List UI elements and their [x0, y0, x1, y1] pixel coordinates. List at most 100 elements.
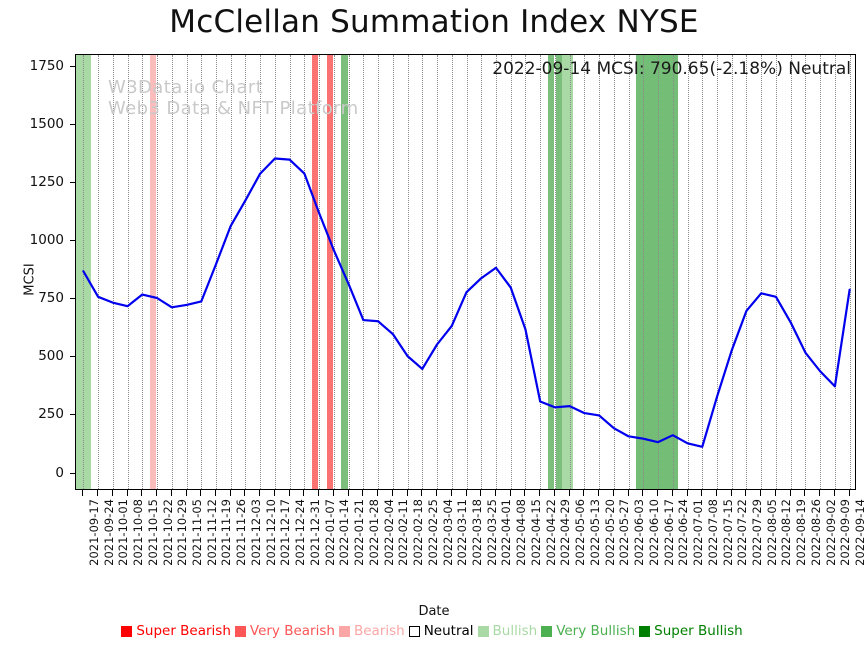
- legend-item-bearish[interactable]: Bearish: [338, 623, 409, 639]
- legend-label: Neutral: [423, 623, 474, 639]
- x-tick-label: 2021-12-10: [263, 499, 278, 566]
- x-tick-label: 2022-07-29: [749, 499, 764, 566]
- x-tick-mark: [745, 490, 747, 496]
- legend-label: Bullish: [492, 623, 538, 639]
- x-tick-mark: [494, 490, 496, 496]
- x-tick-label: 2021-12-17: [278, 499, 293, 566]
- gridline: [540, 55, 542, 489]
- x-tick-mark: [421, 490, 423, 496]
- x-tick-mark: [185, 490, 187, 496]
- x-tick-label: 2021-10-08: [131, 499, 146, 566]
- legend-item-neutral[interactable]: Neutral: [408, 623, 478, 639]
- plot-area: W3Data.io Chart Web3 Data & NFT Platform…: [75, 54, 856, 490]
- x-tick-mark: [774, 490, 776, 496]
- signal-band-very-bearish: [326, 55, 333, 489]
- gridline: [230, 55, 232, 489]
- x-tick-mark: [657, 490, 659, 496]
- legend-item-very-bullish[interactable]: Very Bullish: [541, 623, 639, 639]
- x-tick-label: 2022-04-01: [499, 499, 514, 566]
- x-tick-mark: [553, 490, 555, 496]
- legend-swatch-icon: [639, 625, 651, 637]
- x-tick-label: 2022-01-21: [352, 499, 367, 566]
- legend-item-super-bearish[interactable]: Super Bearish: [121, 623, 235, 639]
- gridline: [495, 55, 497, 489]
- x-tick-mark: [273, 490, 275, 496]
- x-tick-label: 2022-04-08: [514, 499, 529, 566]
- x-tick-label: 2022-01-28: [366, 499, 381, 566]
- y-tick-mark: [70, 414, 75, 416]
- y-tick-mark: [70, 356, 75, 358]
- x-tick-label: 2022-05-06: [573, 499, 588, 566]
- gridline: [820, 55, 822, 489]
- x-tick-mark: [391, 490, 393, 496]
- x-tick-label: 2022-05-27: [617, 499, 632, 566]
- y-tick-label: 750: [38, 290, 64, 307]
- gridline: [363, 55, 365, 489]
- gridline: [775, 55, 777, 489]
- x-tick-mark: [642, 490, 644, 496]
- x-tick-label: 2022-03-25: [484, 499, 499, 566]
- legend-swatch-icon: [408, 625, 420, 637]
- legend-swatch-icon: [477, 625, 489, 637]
- x-tick-mark: [377, 490, 379, 496]
- y-tick-label: 1000: [29, 232, 64, 249]
- x-tick-mark: [229, 490, 231, 496]
- gridline: [245, 55, 247, 489]
- legend-item-bullish[interactable]: Bullish: [477, 623, 542, 639]
- signal-band-very-bullish: [547, 55, 554, 489]
- x-tick-mark: [82, 490, 84, 496]
- gridline: [274, 55, 276, 489]
- x-tick-label: 2022-05-20: [602, 499, 617, 566]
- gridline: [510, 55, 512, 489]
- legend: Super Bearish Very Bearish Bearish Neutral B…: [0, 620, 868, 642]
- x-axis-tick-marks: [75, 490, 856, 497]
- x-tick-mark: [318, 490, 320, 496]
- x-tick-mark: [200, 490, 202, 496]
- gridline: [628, 55, 630, 489]
- gridline: [466, 55, 468, 489]
- x-tick-label: 2022-06-03: [632, 499, 647, 566]
- gridline: [215, 55, 217, 489]
- x-tick-mark: [524, 490, 526, 496]
- y-tick-mark: [70, 181, 75, 183]
- x-tick-label: 2022-08-19: [794, 499, 809, 566]
- x-tick-mark: [141, 490, 143, 496]
- legend-item-super-bullish[interactable]: Super Bullish: [639, 623, 747, 639]
- gridline: [805, 55, 807, 489]
- y-tick-label: 250: [38, 406, 64, 423]
- y-tick-label: 1250: [29, 173, 64, 190]
- x-tick-mark: [259, 490, 261, 496]
- gridline: [554, 55, 556, 489]
- x-tick-label: 2022-02-18: [411, 499, 426, 566]
- x-tick-mark: [804, 490, 806, 496]
- x-tick-mark: [450, 490, 452, 496]
- x-tick-label: 2022-07-01: [691, 499, 706, 566]
- gridline: [112, 55, 114, 489]
- gridline: [481, 55, 483, 489]
- gridline: [834, 55, 836, 489]
- x-tick-label: 2021-09-17: [86, 499, 101, 566]
- y-axis-tick-marks: [0, 54, 75, 490]
- gridline: [599, 55, 601, 489]
- x-tick-mark: [671, 490, 673, 496]
- x-tick-label: 2021-10-29: [175, 499, 190, 566]
- x-tick-label: 2021-11-05: [190, 499, 205, 566]
- x-tick-label: 2022-04-29: [558, 499, 573, 566]
- gridline: [658, 55, 660, 489]
- gridline: [702, 55, 704, 489]
- x-tick-mark: [848, 490, 850, 496]
- gridline: [348, 55, 350, 489]
- legend-item-very-bearish[interactable]: Very Bearish: [234, 623, 339, 639]
- gridline: [422, 55, 424, 489]
- signal-band-bearish: [149, 55, 156, 489]
- gridline: [525, 55, 527, 489]
- gridline: [319, 55, 321, 489]
- x-tick-label: 2022-08-05: [764, 499, 779, 566]
- legend-label: Very Bullish: [556, 623, 636, 639]
- gridline: [378, 55, 380, 489]
- x-tick-mark: [480, 490, 482, 496]
- x-tick-mark: [436, 490, 438, 496]
- x-tick-mark: [730, 490, 732, 496]
- x-tick-label: 2022-03-18: [470, 499, 484, 566]
